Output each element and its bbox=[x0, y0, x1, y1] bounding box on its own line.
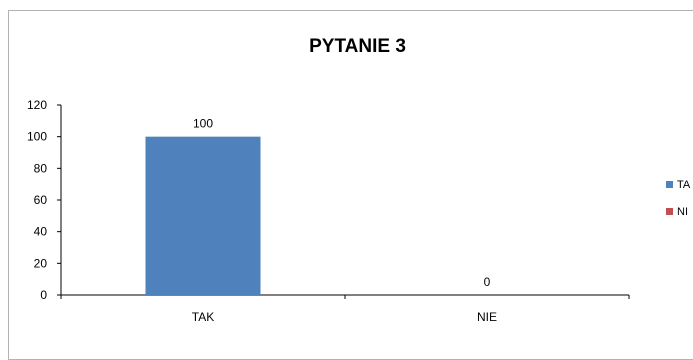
data-label: 0 bbox=[484, 275, 491, 289]
chart-title: PYTANIE 3 bbox=[309, 36, 406, 57]
y-tick-label: 100 bbox=[27, 130, 47, 144]
legend-label: TA bbox=[677, 179, 691, 191]
y-tick-label: 80 bbox=[34, 161, 48, 175]
chart-frame bbox=[8, 10, 693, 360]
y-tick-label: 20 bbox=[34, 256, 48, 270]
x-tick-label: TAK bbox=[192, 310, 214, 324]
bar-tak bbox=[145, 136, 261, 295]
y-tick-label: 60 bbox=[34, 193, 48, 207]
y-tick-label: 120 bbox=[27, 98, 47, 112]
y-tick-label: 0 bbox=[40, 288, 47, 302]
legend-swatch bbox=[666, 208, 673, 215]
data-label: 100 bbox=[193, 117, 213, 131]
legend-swatch bbox=[666, 181, 673, 188]
legend-label: NI bbox=[677, 206, 688, 218]
x-tick-label: NIE bbox=[477, 310, 497, 324]
y-tick-label: 40 bbox=[34, 225, 48, 239]
